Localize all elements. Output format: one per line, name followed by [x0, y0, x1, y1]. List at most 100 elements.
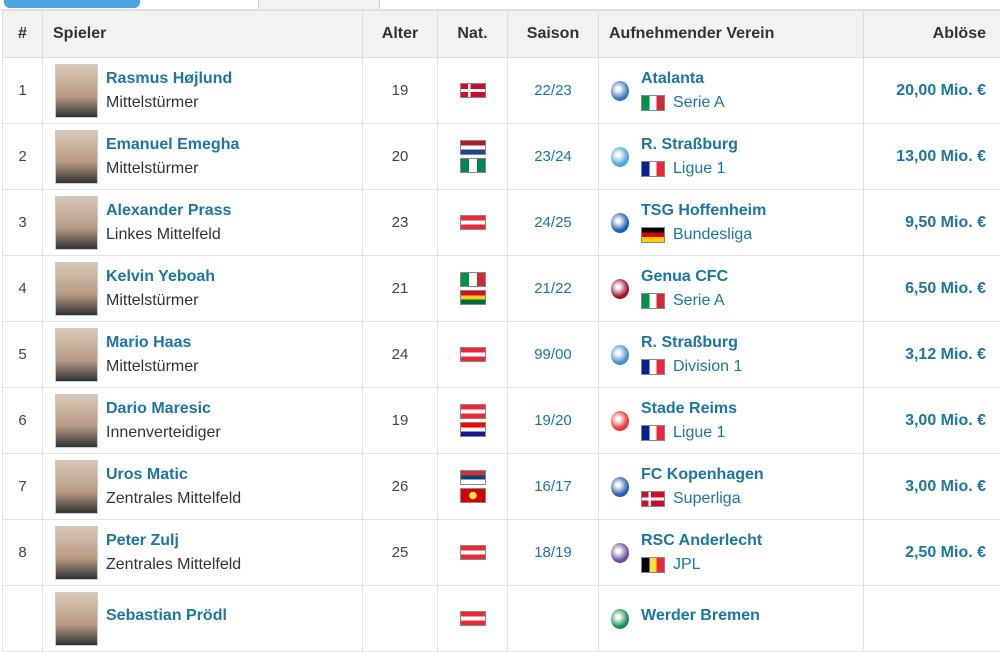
league-link[interactable]: Superliga — [673, 490, 741, 508]
player-name-link[interactable]: Uros Matic — [106, 466, 241, 484]
transfer-fee[interactable]: 6,50 Mio. € — [864, 256, 1000, 322]
col-season[interactable]: Saison — [508, 11, 599, 58]
player-age: 20 — [363, 124, 438, 190]
player-photo[interactable] — [55, 592, 98, 646]
row-number: 8 — [3, 520, 43, 586]
col-fee[interactable]: Ablöse — [864, 11, 1000, 58]
league-link[interactable]: Division 1 — [673, 358, 742, 376]
club-name-link[interactable]: FC Kopenhagen — [641, 466, 764, 484]
player-age: 23 — [363, 190, 438, 256]
club-logo-icon[interactable] — [611, 147, 629, 167]
player-position: Zentrales Mittelfeld — [106, 556, 241, 574]
season-link[interactable]: 22/23 — [508, 58, 599, 124]
league-link[interactable]: Ligue 1 — [673, 160, 726, 178]
player-name-link[interactable]: Peter Zulj — [106, 532, 241, 550]
season-link[interactable]: 99/00 — [508, 322, 599, 388]
player-name-link[interactable]: Sebastian Prödl — [106, 607, 227, 625]
player-position: Mittelstürmer — [106, 94, 232, 112]
player-photo[interactable] — [55, 196, 98, 250]
club-logo-icon[interactable] — [611, 609, 629, 629]
transfer-fee[interactable]: 20,00 Mio. € — [864, 58, 1000, 124]
club-logo-icon[interactable] — [611, 81, 629, 101]
tab-inactive[interactable] — [258, 0, 380, 9]
player-name-link[interactable]: Kelvin Yeboah — [106, 268, 215, 286]
club-logo-icon[interactable] — [611, 213, 629, 233]
flag-de-icon — [641, 227, 665, 243]
transfer-fee[interactable]: 13,00 Mio. € — [864, 124, 1000, 190]
club-name-link[interactable]: Genua CFC — [641, 268, 728, 286]
table-row: 8 Peter Zulj Zentrales Mittelfeld 25 18/1… — [3, 520, 1000, 586]
player-photo[interactable] — [55, 394, 98, 448]
season-link[interactable]: 24/25 — [508, 190, 599, 256]
club-name-link[interactable]: RSC Anderlecht — [641, 532, 762, 550]
player-photo[interactable] — [55, 460, 98, 514]
flag-at-icon — [460, 611, 486, 626]
player-position: Mittelstürmer — [106, 358, 198, 376]
club-logo-icon[interactable] — [611, 477, 629, 497]
player-name-link[interactable]: Dario Maresic — [106, 400, 221, 418]
col-club[interactable]: Aufnehmender Verein — [599, 11, 864, 58]
player-name-link[interactable]: Emanuel Emegha — [106, 136, 239, 154]
table-header: # Spieler Alter Nat. Saison Aufnehmender… — [3, 11, 1000, 58]
player-photo[interactable] — [55, 64, 98, 118]
player-photo[interactable] — [55, 130, 98, 184]
season-link[interactable] — [508, 586, 599, 652]
transfer-table: # Spieler Alter Nat. Saison Aufnehmender… — [2, 10, 1000, 652]
flag-nl-icon — [460, 140, 486, 155]
league-link[interactable]: Serie A — [673, 94, 725, 112]
table-row: Sebastian Prödl Werder Bremen — [3, 586, 1000, 652]
club-name-link[interactable]: R. Straßburg — [641, 334, 742, 352]
season-link[interactable]: 19/20 — [508, 388, 599, 454]
club-name-link[interactable]: Atalanta — [641, 70, 725, 88]
player-age — [363, 586, 438, 652]
player-name-link[interactable]: Mario Haas — [106, 334, 198, 352]
transfer-fee[interactable] — [864, 586, 1000, 652]
club-name-link[interactable]: Stade Reims — [641, 400, 737, 418]
league-link[interactable]: Ligue 1 — [673, 424, 726, 442]
flag-be-icon — [641, 557, 665, 573]
transfer-fee[interactable]: 3,00 Mio. € — [864, 454, 1000, 520]
col-num[interactable]: # — [3, 11, 43, 58]
league-link[interactable]: Serie A — [673, 292, 725, 310]
player-age: 25 — [363, 520, 438, 586]
transfer-fee[interactable]: 3,12 Mio. € — [864, 322, 1000, 388]
league-link[interactable]: Bundesliga — [673, 226, 752, 244]
player-age: 19 — [363, 58, 438, 124]
club-name-link[interactable]: Werder Bremen — [641, 607, 760, 625]
table-row: 3 Alexander Prass Linkes Mittelfeld 23 24… — [3, 190, 1000, 256]
tab-active[interactable] — [4, 0, 140, 8]
player-age: 26 — [363, 454, 438, 520]
season-link[interactable]: 21/22 — [508, 256, 599, 322]
col-nat[interactable]: Nat. — [438, 11, 508, 58]
player-photo[interactable] — [55, 328, 98, 382]
season-link[interactable]: 23/24 — [508, 124, 599, 190]
transfer-fee[interactable]: 2,50 Mio. € — [864, 520, 1000, 586]
flag-fr-icon — [641, 425, 665, 441]
player-photo[interactable] — [55, 262, 98, 316]
season-link[interactable]: 16/17 — [508, 454, 599, 520]
league-link[interactable]: JPL — [673, 556, 701, 574]
player-photo[interactable] — [55, 526, 98, 580]
transfer-fee[interactable]: 9,50 Mio. € — [864, 190, 1000, 256]
row-number: 3 — [3, 190, 43, 256]
club-name-link[interactable]: TSG Hoffenheim — [641, 202, 766, 220]
player-position: Linkes Mittelfeld — [106, 226, 231, 244]
player-age: 24 — [363, 322, 438, 388]
transfer-fee[interactable]: 3,00 Mio. € — [864, 388, 1000, 454]
club-logo-icon[interactable] — [611, 543, 629, 563]
player-name-link[interactable]: Rasmus Højlund — [106, 70, 232, 88]
flag-rs-icon — [460, 470, 486, 485]
player-name-link[interactable]: Alexander Prass — [106, 202, 231, 220]
flag-gh-icon — [460, 290, 486, 305]
season-link[interactable]: 18/19 — [508, 520, 599, 586]
col-player[interactable]: Spieler — [43, 11, 363, 58]
col-age[interactable]: Alter — [363, 11, 438, 58]
club-name-link[interactable]: R. Straßburg — [641, 136, 738, 154]
club-logo-icon[interactable] — [611, 279, 629, 299]
row-number: 7 — [3, 454, 43, 520]
nationality-cell — [438, 124, 508, 190]
club-logo-icon[interactable] — [611, 345, 629, 365]
club-logo-icon[interactable] — [611, 411, 629, 431]
